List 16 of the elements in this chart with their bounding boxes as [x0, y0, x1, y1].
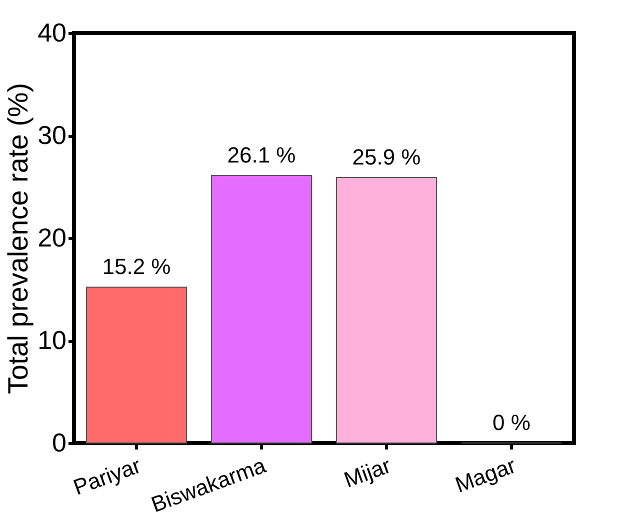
y-tick-label: 10	[38, 325, 66, 355]
x-tick-label: Pariyar	[70, 452, 144, 500]
x-tick-label: Magar	[452, 452, 520, 498]
y-tick-label: 20	[38, 222, 66, 252]
y-axis-title: Total prevalence rate (%)	[2, 82, 34, 394]
data-label: 15.2 %	[102, 254, 171, 280]
y-tick-label: 30	[38, 120, 66, 150]
x-tick-label: Mijar	[340, 452, 394, 492]
data-label: 26.1 %	[227, 142, 296, 168]
bar	[86, 286, 187, 444]
bar	[211, 174, 312, 444]
data-label: 0 %	[492, 410, 530, 435]
y-tick-label: 0	[52, 428, 66, 458]
data-label: 25.9 %	[352, 144, 421, 170]
y-tick-label: 40	[38, 18, 66, 48]
bar	[336, 177, 437, 444]
